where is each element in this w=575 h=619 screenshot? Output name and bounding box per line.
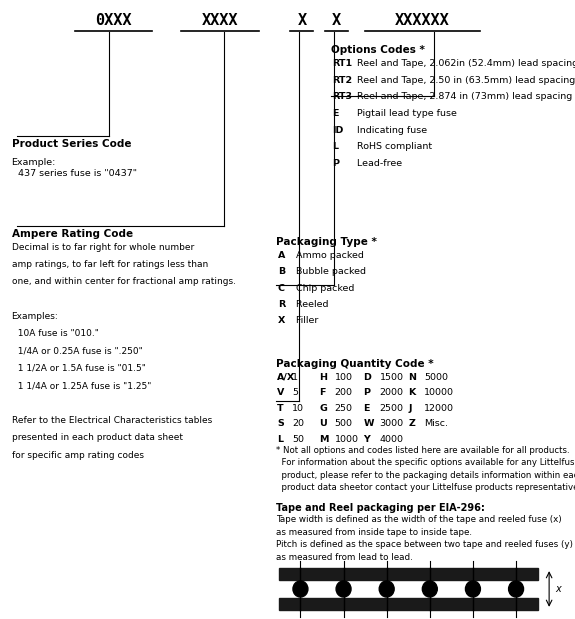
Text: E: E xyxy=(363,404,370,413)
Text: 1/4A or 0.25A fuse is ".250": 1/4A or 0.25A fuse is ".250" xyxy=(12,347,142,356)
Text: Tape width is defined as the width of the tape and reeled fuse (x)
as measured f: Tape width is defined as the width of th… xyxy=(276,515,573,561)
Text: 20: 20 xyxy=(292,419,304,428)
Text: Packaging Quantity Code *: Packaging Quantity Code * xyxy=(276,359,434,369)
Text: RoHS compliant: RoHS compliant xyxy=(354,142,432,152)
Text: 3000: 3000 xyxy=(380,419,404,428)
Circle shape xyxy=(293,581,308,597)
Text: C: C xyxy=(278,284,285,293)
Text: D: D xyxy=(363,373,371,382)
Text: V: V xyxy=(277,388,285,397)
Bar xyxy=(279,598,538,610)
Text: Decimal is to far right for whole number: Decimal is to far right for whole number xyxy=(12,243,194,252)
Text: Pigtail lead type fuse: Pigtail lead type fuse xyxy=(354,109,457,118)
Text: R: R xyxy=(278,300,285,309)
Text: X: X xyxy=(332,13,341,28)
Circle shape xyxy=(508,581,524,597)
Text: S: S xyxy=(277,419,284,428)
Text: P: P xyxy=(332,159,339,168)
Text: Reel and Tape, 2.50 in (63.5mm) lead spacing: Reel and Tape, 2.50 in (63.5mm) lead spa… xyxy=(354,76,575,85)
Text: Tape and Reel packaging per EIA-296:: Tape and Reel packaging per EIA-296: xyxy=(276,503,485,513)
Text: 5000: 5000 xyxy=(424,373,448,382)
Bar xyxy=(279,568,538,580)
Text: P: P xyxy=(363,388,370,397)
Text: Filler: Filler xyxy=(293,316,319,325)
Text: * Not all options and codes listed here are available for all products.
  For in: * Not all options and codes listed here … xyxy=(276,446,575,492)
Text: Ammo packed: Ammo packed xyxy=(293,251,364,261)
Text: M: M xyxy=(319,435,329,444)
Text: 437 series fuse is "0437": 437 series fuse is "0437" xyxy=(12,169,136,178)
Text: G: G xyxy=(319,404,327,413)
Text: 2000: 2000 xyxy=(380,388,404,397)
Text: XXXX: XXXX xyxy=(202,13,238,28)
Text: 100: 100 xyxy=(335,373,352,382)
Text: Refer to the Electrical Characteristics tables: Refer to the Electrical Characteristics … xyxy=(12,416,212,425)
Text: X: X xyxy=(278,316,285,325)
Text: T: T xyxy=(277,404,284,413)
Circle shape xyxy=(466,581,481,597)
Text: 250: 250 xyxy=(335,404,352,413)
Text: RT3: RT3 xyxy=(332,92,352,102)
Text: K: K xyxy=(408,388,416,397)
Text: Y: Y xyxy=(363,435,370,444)
Text: Reel and Tape, 2.062in (52.4mm) lead spacing: Reel and Tape, 2.062in (52.4mm) lead spa… xyxy=(354,59,575,68)
Text: 500: 500 xyxy=(335,419,352,428)
Text: 1: 1 xyxy=(292,373,298,382)
Text: Reeled: Reeled xyxy=(293,300,329,309)
Text: Packaging Type *: Packaging Type * xyxy=(276,237,377,247)
Text: Product Series Code: Product Series Code xyxy=(12,139,131,149)
Text: 200: 200 xyxy=(335,388,352,397)
Text: 4000: 4000 xyxy=(380,435,404,444)
Text: A: A xyxy=(278,251,285,261)
Text: Indicating fuse: Indicating fuse xyxy=(354,126,427,135)
Text: W: W xyxy=(363,419,374,428)
Text: 10: 10 xyxy=(292,404,304,413)
Text: 50: 50 xyxy=(292,435,304,444)
Text: for specific amp rating codes: for specific amp rating codes xyxy=(12,451,144,460)
Text: L: L xyxy=(277,435,283,444)
Text: 10A fuse is "010.": 10A fuse is "010." xyxy=(12,329,98,339)
Text: 10000: 10000 xyxy=(424,388,454,397)
Text: 5: 5 xyxy=(292,388,298,397)
Circle shape xyxy=(380,581,394,597)
Text: B: B xyxy=(278,267,285,277)
Text: 2500: 2500 xyxy=(380,404,404,413)
Text: 1500: 1500 xyxy=(380,373,404,382)
Text: one, and within center for fractional amp ratings.: one, and within center for fractional am… xyxy=(12,277,236,287)
Text: H: H xyxy=(319,373,327,382)
Text: Lead-free: Lead-free xyxy=(354,159,402,168)
Text: Chip packed: Chip packed xyxy=(293,284,355,293)
Text: 1 1/2A or 1.5A fuse is "01.5": 1 1/2A or 1.5A fuse is "01.5" xyxy=(12,364,145,373)
Text: ID: ID xyxy=(332,126,344,135)
Text: L: L xyxy=(332,142,338,152)
Text: Options Codes *: Options Codes * xyxy=(331,45,424,54)
Text: Example:: Example: xyxy=(12,158,56,167)
Text: Ampere Rating Code: Ampere Rating Code xyxy=(12,229,133,239)
Circle shape xyxy=(422,581,438,597)
Text: 1000: 1000 xyxy=(335,435,359,444)
Circle shape xyxy=(336,581,351,597)
Text: XXXXXX: XXXXXX xyxy=(395,13,450,28)
Text: J: J xyxy=(408,404,412,413)
Text: presented in each product data sheet: presented in each product data sheet xyxy=(12,433,182,443)
Text: X: X xyxy=(297,13,306,28)
Text: amp ratings, to far left for ratings less than: amp ratings, to far left for ratings les… xyxy=(12,260,208,269)
Text: Misc.: Misc. xyxy=(424,419,448,428)
Text: U: U xyxy=(319,419,327,428)
Text: Examples:: Examples: xyxy=(12,312,58,321)
Text: F: F xyxy=(319,388,325,397)
Text: RT1: RT1 xyxy=(332,59,352,68)
Text: Reel and Tape, 2.874 in (73mm) lead spacing: Reel and Tape, 2.874 in (73mm) lead spac… xyxy=(354,92,572,102)
Text: E: E xyxy=(332,109,339,118)
Text: RT2: RT2 xyxy=(332,76,352,85)
Text: N: N xyxy=(408,373,416,382)
Text: 0XXX: 0XXX xyxy=(95,13,132,28)
Text: Z: Z xyxy=(408,419,415,428)
Text: 1 1/4A or 1.25A fuse is "1.25": 1 1/4A or 1.25A fuse is "1.25" xyxy=(12,381,151,391)
Text: 12000: 12000 xyxy=(424,404,454,413)
Text: x: x xyxy=(555,584,561,594)
Text: Bubble packed: Bubble packed xyxy=(293,267,366,277)
Text: A/X: A/X xyxy=(277,373,296,382)
